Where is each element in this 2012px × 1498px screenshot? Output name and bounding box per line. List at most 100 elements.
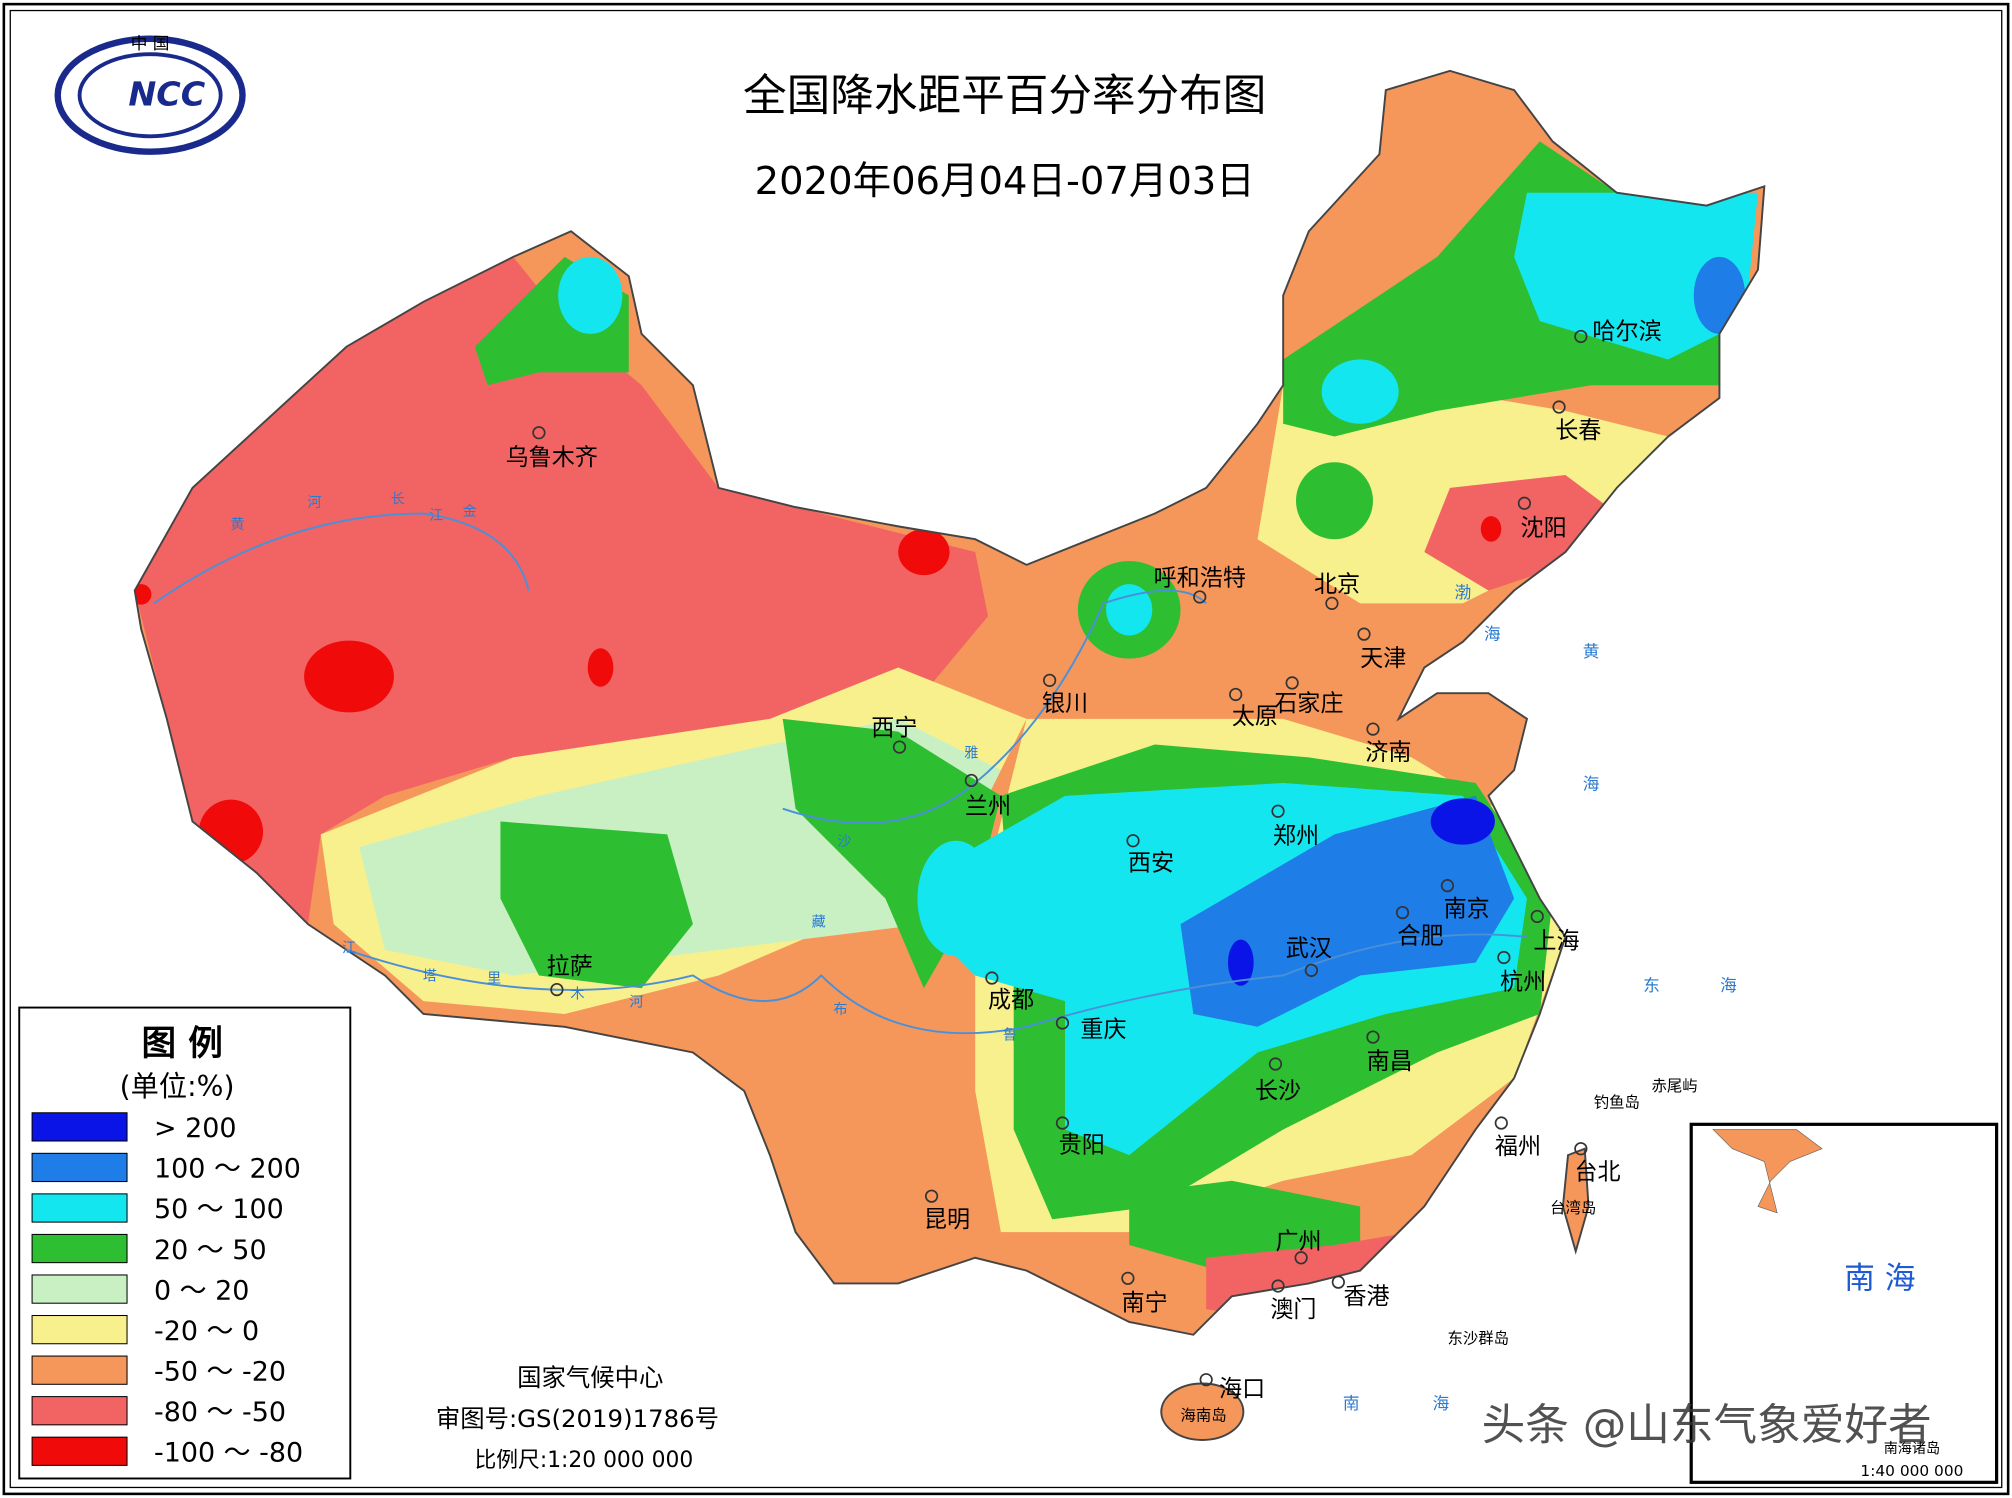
legend-label: 50 ～ 100 — [154, 1194, 284, 1225]
city-marker — [1294, 1251, 1308, 1265]
city-label: 澳门 — [1270, 1297, 1316, 1323]
city-marker — [1574, 1142, 1588, 1156]
river-label: 雅 — [964, 745, 978, 761]
river-label: 沙 — [837, 834, 851, 850]
city-marker — [1357, 627, 1371, 641]
city-label: 太原 — [1232, 704, 1278, 730]
city-marker — [1055, 1016, 1070, 1030]
legend-swatch — [31, 1355, 128, 1385]
city-label: 南昌 — [1367, 1049, 1413, 1075]
river-label: 长 — [391, 491, 405, 507]
footer-center: 国家气候中心 — [517, 1363, 663, 1392]
river-label: 黄 — [230, 516, 244, 533]
city-label: 广州 — [1275, 1229, 1321, 1255]
city-label: 长沙 — [1255, 1079, 1301, 1105]
sea-label: 东 — [1643, 976, 1660, 995]
city-marker — [1055, 1116, 1070, 1130]
precip-zone — [1514, 192, 1758, 360]
city-marker — [1304, 963, 1319, 977]
city-label: 天津 — [1360, 646, 1406, 672]
legend-label: 20 ～ 50 — [154, 1235, 267, 1266]
inset-sublabel: 南海诸岛 — [1884, 1441, 1940, 1457]
river-label: 江 — [429, 508, 443, 524]
city-marker — [1126, 834, 1140, 848]
river-label: 江 — [342, 940, 356, 956]
city-label: 济南 — [1365, 740, 1411, 766]
city-marker — [1268, 1057, 1283, 1071]
inset-box — [1689, 1122, 1999, 1484]
city-label: 海口 — [1219, 1376, 1265, 1402]
legend-label: > 200 — [154, 1113, 237, 1144]
city-marker — [985, 971, 999, 985]
subtitle: 2020年06月04日-07月03日 — [755, 159, 1255, 204]
border — [133, 69, 1766, 1441]
city-marker — [1552, 400, 1566, 414]
sea-label: 南 — [1343, 1394, 1360, 1413]
sea-label: 海 — [1433, 1394, 1450, 1413]
sea-label: 黄 — [1583, 642, 1600, 661]
legend-label: -50 ～ -20 — [154, 1356, 286, 1387]
logo-top: 中 国 — [131, 34, 170, 53]
city-label: 武汉 — [1286, 936, 1332, 962]
legend-label: 0 ～ 20 — [154, 1275, 249, 1306]
legend-swatch — [31, 1152, 128, 1183]
legend-unit: (单位:%) — [120, 1070, 235, 1103]
precip-zone — [1180, 795, 1515, 1027]
city-label: 台北 — [1574, 1160, 1620, 1186]
city-marker — [1440, 879, 1455, 893]
precip-zone — [917, 840, 995, 957]
city-label: 重庆 — [1080, 1017, 1126, 1043]
legend-swatch — [31, 1436, 128, 1466]
city-label: 香港 — [1343, 1284, 1389, 1310]
precip-zone — [1295, 462, 1373, 540]
city-label: 沈阳 — [1521, 515, 1567, 541]
city-label: 合肥 — [1397, 923, 1443, 949]
city-marker — [550, 982, 564, 997]
river-label: 鲁 — [1003, 1028, 1017, 1044]
footer-review: 审图号:GS(2019)1786号 — [436, 1404, 719, 1433]
logo-ring — [54, 35, 246, 155]
city-label: 拉萨 — [547, 954, 593, 980]
city-marker — [964, 773, 978, 788]
city-label: 呼和浩特 — [1154, 565, 1246, 591]
sea-label: 海 — [1583, 774, 1600, 793]
precip-zone — [898, 528, 950, 576]
river — [153, 512, 530, 605]
sea-label: 渤 — [1454, 583, 1471, 602]
logo-text: NCC — [128, 74, 205, 113]
river-label: 里 — [487, 971, 501, 987]
inset-scale: 1:40 000 000 — [1860, 1462, 1963, 1480]
footer-scale: 比例尺:1:20 000 000 — [474, 1448, 693, 1473]
city-marker — [1395, 905, 1410, 920]
inset: 南 海 南海诸岛 1:40 000 000 — [1689, 1122, 1999, 1484]
precip-zone — [134, 256, 989, 925]
river-label: 木 — [570, 987, 584, 1003]
legend-label: -80 ～ -50 — [154, 1397, 286, 1428]
precip-zone — [500, 821, 693, 989]
city-label: 银川 — [1042, 691, 1088, 717]
place-label: 赤尾屿 — [1651, 1077, 1697, 1095]
city-label: 兰州 — [965, 794, 1011, 820]
city-marker — [1331, 1275, 1345, 1289]
legend-label: 100 ～ 200 — [154, 1154, 301, 1185]
river-label: 金 — [463, 504, 477, 520]
inner-frame — [9, 9, 2003, 1489]
river-label: 藏 — [812, 915, 826, 931]
precip-zone — [587, 648, 614, 687]
legend-swatch — [31, 1112, 128, 1142]
legend-swatch — [31, 1233, 128, 1264]
place-label: 海南岛 — [1181, 1407, 1227, 1425]
city-marker — [1325, 596, 1339, 610]
city-marker — [1193, 590, 1207, 604]
city-marker — [1199, 1373, 1213, 1387]
city-label: 长春 — [1555, 418, 1601, 444]
city-label: 西宁 — [871, 716, 917, 742]
city-marker — [1285, 676, 1299, 690]
city-marker — [1043, 673, 1057, 687]
city-marker — [1366, 722, 1380, 736]
place-label: 东沙群岛 — [1447, 1330, 1509, 1348]
precip-zone — [1106, 584, 1153, 636]
inset-label: 南 海 — [1844, 1261, 1915, 1297]
